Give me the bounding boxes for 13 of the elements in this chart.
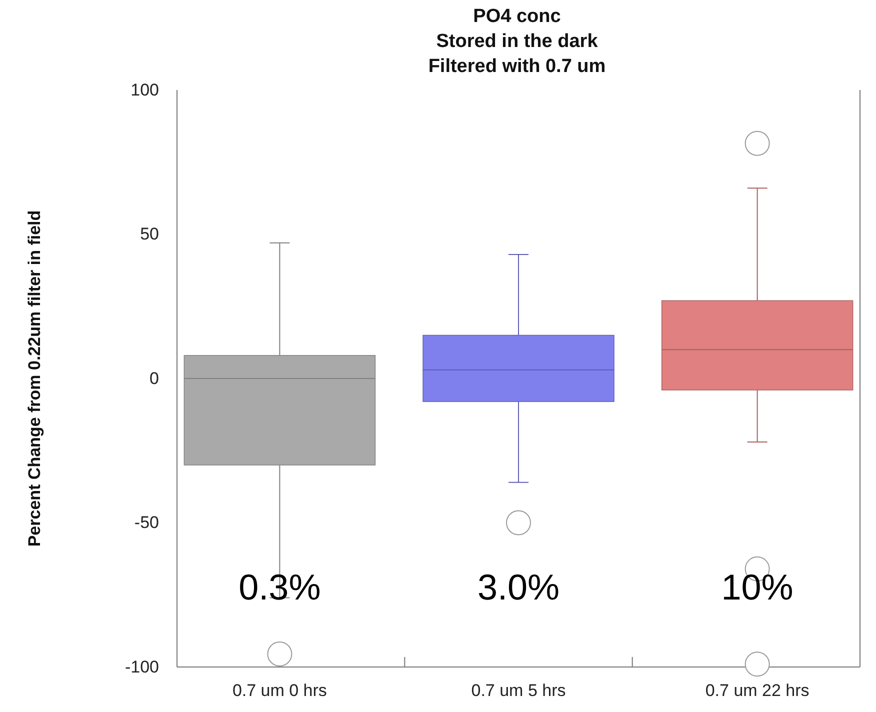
y-tick-label: -100 xyxy=(124,657,159,676)
y-tick-label: 100 xyxy=(130,80,159,100)
x-tick-label: 0.7 um 22 hrs xyxy=(705,681,810,700)
chart-title: PO4 conc Stored in the dark Filtered with 0.7 um xyxy=(428,6,606,77)
annotation: 3.0% xyxy=(477,566,560,608)
y-axis-title: Percent Change from 0.22um filter in field xyxy=(25,210,44,547)
x-tick-label: 0.7 um 0 hrs xyxy=(232,681,327,700)
y-tick-label: -50 xyxy=(134,513,159,532)
x-tick-label: 0.7 um 5 hrs xyxy=(471,681,566,700)
annotation: 0.3% xyxy=(238,566,321,608)
annotation: 10% xyxy=(721,566,794,608)
y-tick-label: 50 xyxy=(140,224,159,244)
y-tick-label: 0 xyxy=(150,368,159,388)
